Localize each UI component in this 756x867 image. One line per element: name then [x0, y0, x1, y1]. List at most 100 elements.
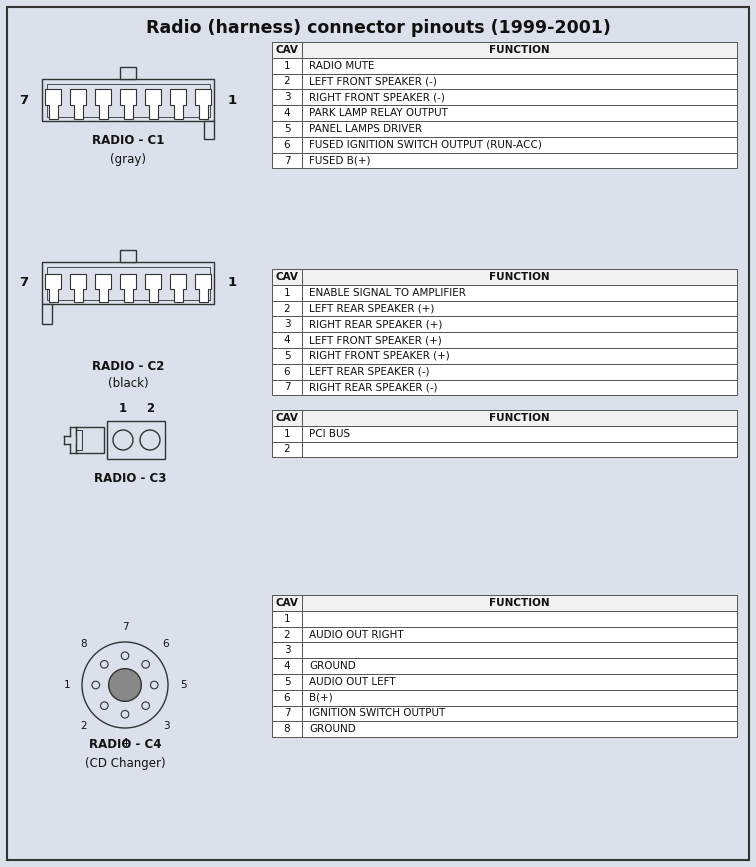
Text: ENABLE SIGNAL TO AMPLIFIER: ENABLE SIGNAL TO AMPLIFIER [309, 288, 466, 297]
Bar [302, 153, 737, 168]
Bar [47, 266, 209, 299]
Bar [302, 364, 737, 380]
Bar [302, 89, 737, 105]
Text: PANEL LAMPS DRIVER: PANEL LAMPS DRIVER [309, 124, 422, 134]
Text: PCI BUS: PCI BUS [309, 428, 350, 439]
Text: RIGHT FRONT SPEAKER (-): RIGHT FRONT SPEAKER (-) [309, 92, 445, 102]
Bar [272, 153, 302, 168]
Circle shape [92, 681, 100, 688]
Bar [302, 595, 737, 610]
Circle shape [113, 430, 133, 450]
Text: 3: 3 [284, 92, 290, 102]
Polygon shape [119, 274, 136, 302]
Circle shape [101, 702, 108, 709]
Bar [302, 42, 737, 58]
Text: 4: 4 [122, 738, 129, 748]
Bar [272, 332, 302, 348]
Bar [47, 83, 209, 116]
Text: 2: 2 [284, 445, 290, 454]
Text: GROUND: GROUND [309, 724, 356, 734]
Bar [272, 658, 302, 674]
Text: GROUND: GROUND [309, 662, 356, 671]
Text: 1: 1 [284, 288, 290, 297]
Text: 1: 1 [284, 61, 290, 71]
Polygon shape [195, 89, 211, 119]
Text: FUNCTION: FUNCTION [489, 45, 550, 55]
Bar [272, 674, 302, 690]
Bar [272, 58, 302, 74]
Text: 7: 7 [284, 708, 290, 719]
Bar [272, 610, 302, 627]
Circle shape [121, 710, 129, 718]
Bar [302, 105, 737, 121]
Text: FUNCTION: FUNCTION [489, 413, 550, 423]
Bar [302, 627, 737, 642]
Text: RIGHT REAR SPEAKER (-): RIGHT REAR SPEAKER (-) [309, 382, 438, 393]
Text: 1: 1 [228, 94, 237, 107]
Text: FUNCTION: FUNCTION [489, 598, 550, 608]
Text: IGNITION SWITCH OUTPUT: IGNITION SWITCH OUTPUT [309, 708, 445, 719]
Text: CAV: CAV [276, 45, 299, 55]
Bar [302, 332, 737, 348]
Text: FUNCTION: FUNCTION [489, 272, 550, 282]
Text: PARK LAMP RELAY OUTPUT: PARK LAMP RELAY OUTPUT [309, 108, 448, 118]
Circle shape [142, 661, 150, 668]
Bar [302, 721, 737, 737]
Bar [272, 380, 302, 395]
Bar [76, 430, 82, 450]
Text: 8: 8 [81, 639, 87, 649]
Bar [272, 364, 302, 380]
Text: B(+): B(+) [309, 693, 333, 702]
Bar [302, 284, 737, 301]
Bar [107, 421, 165, 459]
Polygon shape [94, 89, 111, 119]
Text: 7: 7 [284, 382, 290, 393]
Bar [272, 410, 302, 426]
Bar [272, 348, 302, 364]
Text: LEFT REAR SPEAKER (+): LEFT REAR SPEAKER (+) [309, 303, 435, 314]
Bar [66, 436, 78, 444]
Bar [272, 89, 302, 105]
Bar [302, 610, 737, 627]
Polygon shape [70, 89, 86, 119]
Polygon shape [144, 89, 161, 119]
Bar [302, 410, 737, 426]
Text: RADIO - C4: RADIO - C4 [88, 739, 161, 752]
Polygon shape [170, 89, 186, 119]
Bar [302, 642, 737, 658]
Text: (black): (black) [107, 377, 148, 390]
Text: RADIO - C1: RADIO - C1 [91, 134, 164, 147]
Bar [302, 690, 737, 706]
Text: 2: 2 [81, 721, 87, 731]
Text: 4: 4 [284, 662, 290, 671]
Polygon shape [170, 274, 186, 302]
Bar [204, 121, 214, 139]
Text: FUSED IGNITION SWITCH OUTPUT (RUN-ACC): FUSED IGNITION SWITCH OUTPUT (RUN-ACC) [309, 140, 542, 150]
Bar [272, 42, 302, 58]
Bar [272, 316, 302, 332]
Text: LEFT FRONT SPEAKER (+): LEFT FRONT SPEAKER (+) [309, 336, 442, 345]
Polygon shape [70, 274, 86, 302]
Text: 1: 1 [64, 680, 70, 690]
Bar [272, 137, 302, 153]
Text: 2: 2 [284, 629, 290, 640]
Bar [120, 250, 136, 262]
Bar [272, 595, 302, 610]
Text: 6: 6 [284, 367, 290, 376]
Text: RADIO - C2: RADIO - C2 [91, 360, 164, 373]
Text: 6: 6 [284, 140, 290, 150]
Polygon shape [195, 274, 211, 302]
Bar [76, 427, 104, 453]
Bar [302, 441, 737, 458]
Bar [302, 316, 737, 332]
Text: Radio (harness) connector pinouts (1999-2001): Radio (harness) connector pinouts (1999-… [146, 19, 610, 37]
Bar [272, 627, 302, 642]
Bar [120, 67, 136, 79]
Text: 7: 7 [284, 155, 290, 166]
Bar [272, 426, 302, 441]
Bar [272, 74, 302, 89]
Bar [272, 706, 302, 721]
Bar [302, 658, 737, 674]
Polygon shape [144, 274, 161, 302]
Bar [272, 301, 302, 316]
